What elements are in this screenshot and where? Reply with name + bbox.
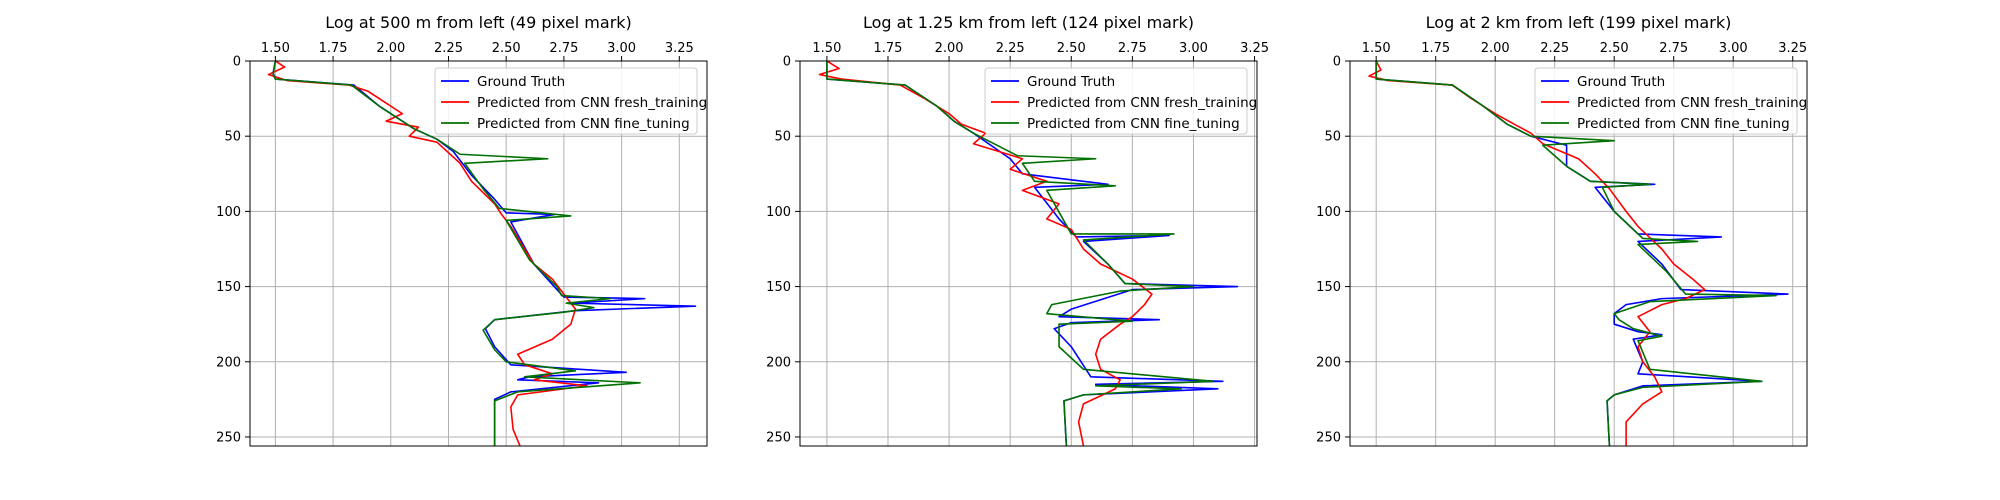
- axes-frame: [249, 60, 708, 447]
- x-tick-label: 2.50: [1600, 41, 1629, 56]
- chart-title: Log at 500 m from left (49 pixel mark): [325, 13, 632, 32]
- y-tick-label: 100: [766, 205, 791, 220]
- x-tick-label: 2.75: [549, 41, 578, 56]
- x-tick-label: 1.75: [319, 41, 348, 56]
- x-tick-label: 1.75: [1421, 41, 1450, 56]
- chart-panel-2: 1.50 1.75 2.00 2.25 2.50 2.75 3.00 3.25 0 50 100 15…: [766, 13, 1269, 447]
- x-tick-label: 1.50: [261, 41, 290, 56]
- x-tick-label: 2.00: [376, 41, 405, 56]
- x-tick-label: 2.75: [1659, 41, 1688, 56]
- y-tick-label: 50: [774, 130, 791, 145]
- y-tick-label: 100: [1316, 205, 1341, 220]
- legend-label: Ground Truth: [477, 74, 565, 90]
- legend-label: Predicted from CNN fresh_training: [1027, 95, 1257, 111]
- x-tick-label: 2.75: [1118, 41, 1147, 56]
- x-tick-label: 3.25: [1240, 41, 1269, 56]
- y-tick-label: 0: [1333, 55, 1341, 70]
- y-tick-label: 150: [216, 280, 241, 295]
- series-line-predicted-from-cnn-fine-tuning: [272, 61, 641, 446]
- x-tick-label: 3.00: [1719, 41, 1748, 56]
- legend: Ground Truth Predicted from CNN fresh_tra…: [1534, 67, 1807, 135]
- y-tick-label: 50: [1324, 130, 1341, 145]
- x-tick-label: 2.50: [1057, 41, 1086, 56]
- x-tick-label: 1.50: [1362, 41, 1391, 56]
- y-tick-label: 0: [233, 55, 241, 70]
- chart-title: Log at 2 km from left (199 pixel mark): [1426, 13, 1732, 32]
- legend-label: Predicted from CNN fine_tuning: [1027, 116, 1240, 132]
- legend-label: Predicted from CNN fresh_training: [1577, 95, 1807, 111]
- x-tick-label: 2.25: [996, 41, 1025, 56]
- y-tick-label: 250: [766, 430, 791, 445]
- chart-panel-1: 1.50 1.75 2.00 2.25 2.50 2.75 3.00 3.25 0 50 100 15…: [216, 13, 708, 447]
- y-tick-label: 200: [766, 355, 791, 370]
- legend-label: Predicted from CNN fresh_training: [477, 95, 707, 111]
- x-tick-label: 1.50: [812, 41, 841, 56]
- y-tick-label: 50: [224, 130, 241, 145]
- y-tick-label: 200: [1316, 355, 1341, 370]
- x-tick-label: 2.00: [935, 41, 964, 56]
- y-tick-label: 250: [216, 430, 241, 445]
- legend-label: Predicted from CNN fine_tuning: [477, 116, 690, 132]
- chart-title: Log at 1.25 km from left (124 pixel mark…: [863, 13, 1194, 32]
- x-tick-label: 1.75: [874, 41, 903, 56]
- x-tick-label: 2.25: [434, 41, 463, 56]
- series-line-predicted-from-cnn-fine-tuning: [1375, 61, 1777, 446]
- legend-box: [434, 67, 698, 135]
- legend-label: Predicted from CNN fine_tuning: [1577, 116, 1790, 132]
- legend: Ground Truth Predicted from CNN fresh_tra…: [984, 67, 1257, 135]
- y-tick-label: 200: [216, 355, 241, 370]
- series-line-predicted-from-cnn-fine-tuning: [826, 61, 1214, 446]
- x-tick-label: 3.25: [665, 41, 694, 56]
- x-tick-label: 2.00: [1481, 41, 1510, 56]
- axes-frame: [1349, 60, 1808, 447]
- legend: Ground Truth Predicted from CNN fresh_tra…: [434, 67, 707, 135]
- x-tick-label: 2.25: [1540, 41, 1569, 56]
- x-tick-label: 2.50: [492, 41, 521, 56]
- legend-box: [984, 67, 1248, 135]
- legend-label: Ground Truth: [1027, 74, 1115, 90]
- y-tick-label: 0: [783, 55, 791, 70]
- axes-frame: [799, 60, 1258, 447]
- y-tick-label: 100: [216, 205, 241, 220]
- x-tick-label: 3.00: [607, 41, 636, 56]
- chart-panel-3: 1.50 1.75 2.00 2.25 2.50 2.75 3.00 3.25 0 50 100 15…: [1316, 13, 1808, 447]
- y-tick-label: 150: [766, 280, 791, 295]
- x-tick-label: 3.00: [1179, 41, 1208, 56]
- legend-label: Ground Truth: [1577, 74, 1665, 90]
- y-tick-label: 150: [1316, 280, 1341, 295]
- x-tick-label: 3.25: [1778, 41, 1807, 56]
- y-tick-label: 250: [1316, 430, 1341, 445]
- legend-box: [1534, 67, 1798, 135]
